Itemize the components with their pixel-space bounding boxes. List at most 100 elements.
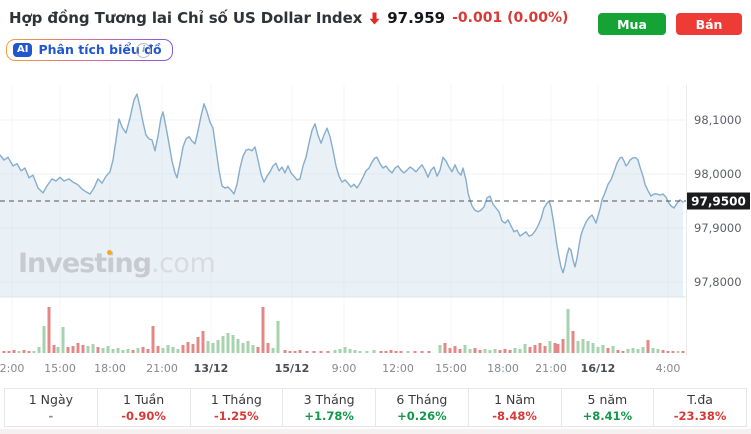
volume-bar [498, 350, 502, 353]
volume-bar [443, 343, 447, 353]
period-label: 5 năm [587, 392, 628, 407]
volume-bar [288, 351, 292, 353]
info-icon[interactable]: i [136, 43, 151, 58]
ai-analyze-label: Phân tích biểu đồ [38, 42, 162, 57]
volume-bar [651, 348, 655, 353]
period-cell-5-năm[interactable]: 5 năm +8.41% [562, 389, 655, 426]
volume-bars [2, 307, 685, 353]
volume-bar [121, 350, 125, 353]
volume-bar [581, 339, 585, 353]
volume-bar [12, 350, 16, 353]
volume-bar [86, 346, 90, 353]
volume-bar [333, 350, 337, 353]
period-cell-1-ngày[interactable]: 1 Ngày - [5, 389, 98, 426]
chart-gridlines [0, 85, 687, 356]
period-label: T.đa [687, 392, 713, 407]
volume-bar [2, 351, 6, 353]
ai-analyze-chart-button[interactable]: AI Phân tích biểu đồ [6, 39, 173, 61]
volume-bar [246, 341, 250, 353]
period-cell-t-đa[interactable]: T.đa -23.38% [654, 389, 746, 426]
volume-bar [427, 351, 431, 353]
volume-bar [556, 344, 560, 353]
volume-bar [76, 343, 80, 353]
volume-bar [106, 346, 110, 353]
price-chart-canvas[interactable]: 98,1000 98,0000 97,9000 97,8000 2:00 15:00 18:… [0, 0, 751, 385]
y-axis-tick-label: 97,9000 [694, 221, 742, 235]
volume-bar [483, 349, 487, 353]
volume-bar [488, 350, 492, 353]
volume-bar [548, 341, 552, 353]
volume-bar [261, 307, 265, 353]
period-change-value: +0.26% [397, 409, 447, 423]
y-axis-tick-label: 98,0000 [694, 167, 742, 181]
period-label: 1 Năm [494, 392, 536, 407]
period-label: 1 Tuần [123, 392, 165, 407]
volume-bar [343, 347, 347, 353]
volume-bar [676, 351, 680, 353]
volume-bar [241, 343, 245, 353]
volume-bar [453, 346, 457, 353]
volume-bar [221, 336, 225, 353]
volume-bar [66, 347, 70, 353]
volume-bar [448, 348, 452, 353]
volume-bar [22, 350, 26, 353]
instrument-header: Hợp đồng Tương lai Chỉ số US Dollar Inde… [9, 9, 568, 27]
period-cell-1-tháng[interactable]: 1 Tháng -1.25% [191, 389, 284, 426]
volume-bar [32, 351, 36, 353]
volume-bar [406, 351, 410, 353]
instrument-title: Hợp đồng Tương lai Chỉ số US Dollar Inde… [9, 9, 363, 27]
area-fill-path [0, 94, 683, 297]
volume-bar [298, 350, 302, 353]
volume-bar [326, 351, 330, 353]
volume-bar [413, 351, 417, 353]
volume-bar [543, 346, 547, 353]
price-line-path [0, 93, 684, 274]
period-cell-6-tháng[interactable]: 6 Tháng +0.26% [376, 389, 469, 426]
period-cell-3-tháng[interactable]: 3 Tháng +1.78% [283, 389, 376, 426]
volume-bar [181, 345, 185, 353]
volume-bar [538, 343, 542, 353]
volume-bar [399, 351, 403, 353]
volume-bar [116, 348, 120, 353]
volume-bar [196, 337, 200, 353]
volume-bar [606, 348, 610, 353]
price-area-fill [0, 94, 683, 297]
volume-bar [56, 347, 60, 353]
volume-bar [161, 348, 165, 353]
period-cell-1-tuần[interactable]: 1 Tuần -0.90% [98, 389, 191, 426]
x-axis-tick-label: 2:00 [0, 362, 24, 375]
x-axis-tick-label: 16/12 [581, 362, 616, 375]
x-axis-tick-label: 9:00 [332, 362, 357, 375]
volume-bar [468, 349, 472, 353]
period-performance-bar: 1 Ngày - 1 Tuần -0.90% 1 Tháng -1.25% 3 Tháng +… [4, 388, 747, 427]
period-change-value: +1.78% [304, 409, 354, 423]
volume-bar [671, 351, 675, 353]
volume-bar [226, 333, 230, 353]
buy-button[interactable]: Mua [598, 13, 666, 35]
period-cell-1-năm[interactable]: 1 Năm -8.48% [469, 389, 562, 426]
volume-bar [621, 351, 625, 353]
volume-bar [661, 350, 665, 353]
volume-bar [438, 345, 442, 353]
period-change-value: -0.90% [121, 409, 166, 423]
x-axis-tick-label: 4:00 [656, 362, 681, 375]
volume-bar [231, 335, 235, 353]
sell-button[interactable]: Bán [676, 13, 742, 35]
volume-bar [626, 349, 630, 353]
volume-bar [251, 345, 255, 353]
volume-bar [394, 351, 398, 353]
volume-bar [37, 347, 41, 353]
volume-bar [126, 349, 130, 353]
volume-bar [312, 351, 316, 353]
period-label: 1 Ngày [28, 392, 74, 407]
price-badge-bg [687, 192, 750, 210]
period-change-value: -8.48% [492, 409, 537, 423]
volume-bar [566, 309, 570, 353]
x-axis-tick-label: 21:00 [146, 362, 178, 375]
volume-bar [52, 345, 56, 353]
volume-bar [47, 307, 51, 353]
volume-bar [136, 348, 140, 353]
volume-bar [353, 350, 357, 353]
volume-bar [458, 349, 462, 353]
volume-bar [508, 350, 512, 353]
